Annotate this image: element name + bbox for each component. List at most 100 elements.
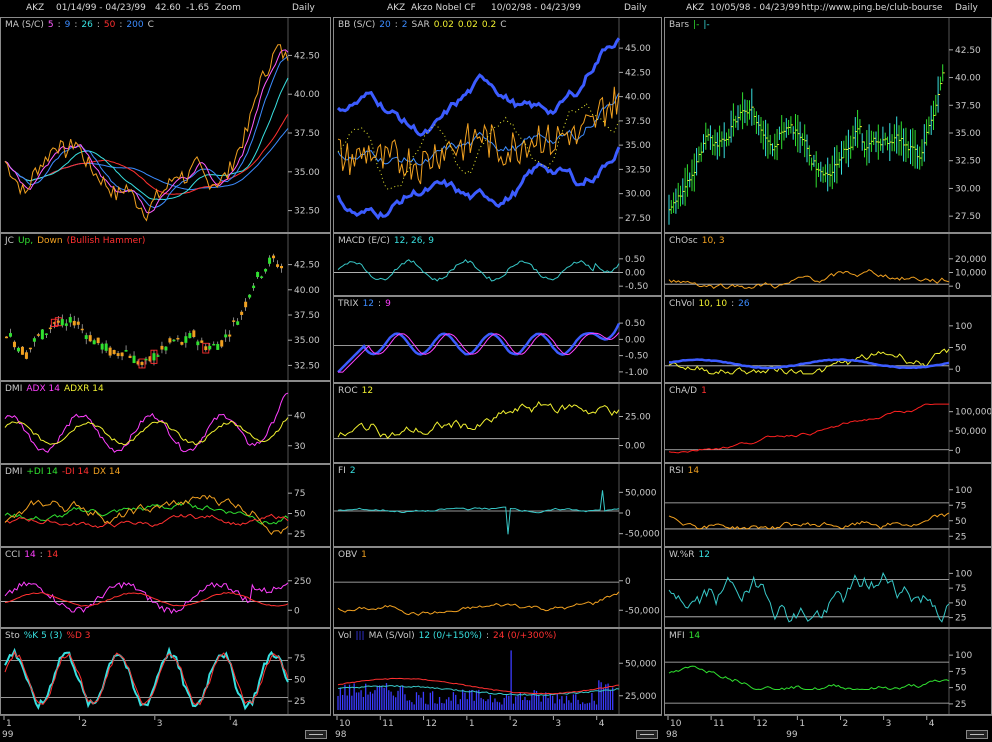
period-dropdown[interactable]: Daily xyxy=(955,3,978,13)
y-tick-label: 35.00 xyxy=(625,141,651,151)
y-tick-label: 0.50 xyxy=(625,319,645,329)
x-tick-label: 2 xyxy=(512,719,518,729)
panel-price-ma[interactable]: 42.50 40.00 37.50 35.00 32.50 MA (S/C) 5:9:26:… xyxy=(0,17,331,233)
y-tick-label: 75 xyxy=(294,654,305,664)
label-part: 1 xyxy=(701,386,707,396)
x-tick-label: 4 xyxy=(232,719,238,729)
label-part: Bars xyxy=(669,20,690,30)
period-dropdown[interactable]: Daily xyxy=(292,3,315,13)
x-tick-label: 2 xyxy=(843,719,849,729)
y-tick-label: 50,000 xyxy=(625,488,657,498)
y-tick-label: 25 xyxy=(294,530,305,540)
label-part: FI xyxy=(338,466,346,476)
panel-plot: 100 75 50 25 xyxy=(665,629,972,714)
y-tick-label: 100 xyxy=(955,486,972,496)
y-tick-label: 25 xyxy=(955,532,966,542)
panel-bars[interactable]: 42.50 40.00 37.50 35.00 32.50 30.00 27.50 Bars |… xyxy=(664,17,992,233)
indicator-label: DMI ADX 14 ADXR 14 xyxy=(5,384,108,394)
year-label: 98 xyxy=(335,730,347,739)
label-part: 2 xyxy=(401,20,408,30)
panel-plot: 20,000 10,000 0 xyxy=(665,234,987,295)
candle-body xyxy=(48,327,52,330)
candle-body xyxy=(12,341,16,348)
label-part: 10, 10 xyxy=(698,299,728,309)
year-label: 99 xyxy=(2,730,14,739)
label-part: 5 xyxy=(47,20,54,30)
panel-wr[interactable]: 100 75 50 25 W.%R 12 xyxy=(664,547,992,628)
indicator-label: Vol ||| MA (S/Vol) 12 (0/+150%):24 (0/+300%… xyxy=(338,631,560,641)
zoom-label[interactable]: Zoom xyxy=(215,3,241,13)
y-tick-label: 10,000 xyxy=(955,269,987,279)
panel-chvol[interactable]: 100 50 0 ChVol 10, 10:26 xyxy=(664,296,992,383)
bb-upper-band xyxy=(336,37,621,137)
label-part: 12 (0/+150%) xyxy=(418,631,482,641)
date-range: 01/14/99 - 04/23/99 xyxy=(56,3,146,13)
y-tick-label: 100 xyxy=(955,322,972,332)
candle-body xyxy=(148,356,152,362)
y-tick-label: 40.00 xyxy=(294,90,320,100)
panel-macd[interactable]: 0.50 0.00 -0.50 MACD (E/C) 12, 26, 9 xyxy=(333,233,662,296)
panel-obv[interactable]: 0 -50,000 OBV 1 xyxy=(333,547,662,628)
adxr-line xyxy=(4,417,289,446)
label-part: : xyxy=(119,20,123,30)
panel-sto[interactable]: 75 50 25 Sto %K 5 (3) %D 3 xyxy=(0,628,331,715)
indicator-label: DMI +DI 14 -DI 14 DX 14 xyxy=(5,467,124,477)
ticker: AKZ xyxy=(387,3,406,13)
panel-trix[interactable]: 0.50 0.00 -0.50 -1.00 TRIX 12:9 xyxy=(333,296,662,383)
candle-body xyxy=(172,339,176,342)
candle-body xyxy=(248,294,252,298)
y-tick-label: 20,000 xyxy=(955,255,987,265)
y-tick-label: 50 xyxy=(955,599,967,609)
label-part: 12 xyxy=(362,299,375,309)
panel-roc[interactable]: 25.00 0.00 ROC 12 xyxy=(333,383,662,463)
source-url[interactable]: http://www.ping.be/club-bourse xyxy=(801,3,943,13)
label-part: C xyxy=(500,20,507,30)
y-tick-label: 100 xyxy=(955,651,972,661)
vol-ma-24-line xyxy=(337,677,620,695)
panel-plot: 75 50 25 xyxy=(4,465,306,546)
label-part: JC xyxy=(5,236,14,246)
candle-body xyxy=(260,276,264,278)
candle-body xyxy=(220,340,224,347)
year-label: 99 xyxy=(786,730,798,739)
x-tick-label: 4 xyxy=(599,719,605,729)
y-tick-label: 27.50 xyxy=(625,214,651,224)
candle-body xyxy=(68,317,72,323)
close-line xyxy=(337,86,620,185)
panel-chosc[interactable]: 20,000 10,000 0 ChOsc 10, 3 xyxy=(664,233,992,296)
y-tick-label: 50 xyxy=(294,510,306,520)
label-part: 14 xyxy=(24,550,36,560)
candle-body xyxy=(244,301,248,308)
y-tick-label: 250 xyxy=(294,577,311,587)
panel-adx[interactable]: 40 30 DMI ADX 14 ADXR 14 xyxy=(0,381,331,464)
panel-bb[interactable]: 45.00 42.50 40.00 37.50 35.00 32.50 30.00 27.50… xyxy=(333,17,662,233)
panel-cci[interactable]: 250 0 CCI 14:14 xyxy=(0,547,331,628)
label-part: -DI 14 xyxy=(61,467,89,477)
candle-body xyxy=(212,343,216,346)
panel-candles[interactable]: 42.50 40.00 37.50 35.00 32.50 JC Up, Down (Bulli… xyxy=(0,233,331,381)
price-change: -1.65 xyxy=(186,3,210,13)
panel-vol[interactable]: 50,000 25,000 Vol ||| MA (S/Vol) 12 (0/+150%)… xyxy=(333,628,662,715)
panel-rsi[interactable]: 100 75 50 25 RSI 14 xyxy=(664,463,992,547)
x-tick-label: 1 xyxy=(799,719,805,729)
y-tick-label: 50 xyxy=(955,517,967,527)
x-tick-label: 11 xyxy=(382,719,393,729)
x-tick-label: 12 xyxy=(756,719,767,729)
panel-plot: 0.50 0.00 -0.50 -1.00 xyxy=(334,297,649,382)
label-part: ADXR 14 xyxy=(63,384,104,394)
y-tick-label: 32.50 xyxy=(625,165,651,175)
y-tick-label: -0.50 xyxy=(625,352,649,362)
panel-chad[interactable]: 100,000 50,000 0 ChA/D 1 xyxy=(664,383,992,463)
candle-body xyxy=(92,340,96,345)
label-part: : xyxy=(74,20,78,30)
date-range: 10/02/98 - 04/23/99 xyxy=(491,3,581,13)
candle-body xyxy=(200,340,204,343)
period-dropdown[interactable]: Daily xyxy=(624,3,647,13)
panel-fi[interactable]: 50,000 0 -50,000 FI 2 xyxy=(333,463,662,547)
panel-mfi[interactable]: 100 75 50 25 MFI 14 xyxy=(664,628,992,715)
candle-body xyxy=(268,257,272,264)
panel-dmi[interactable]: 75 50 25 DMI +DI 14 -DI 14 DX 14 xyxy=(0,464,331,547)
label-part: 10, 3 xyxy=(701,236,725,246)
label-part: 1 xyxy=(361,550,367,560)
trix-signal-line xyxy=(338,332,620,373)
